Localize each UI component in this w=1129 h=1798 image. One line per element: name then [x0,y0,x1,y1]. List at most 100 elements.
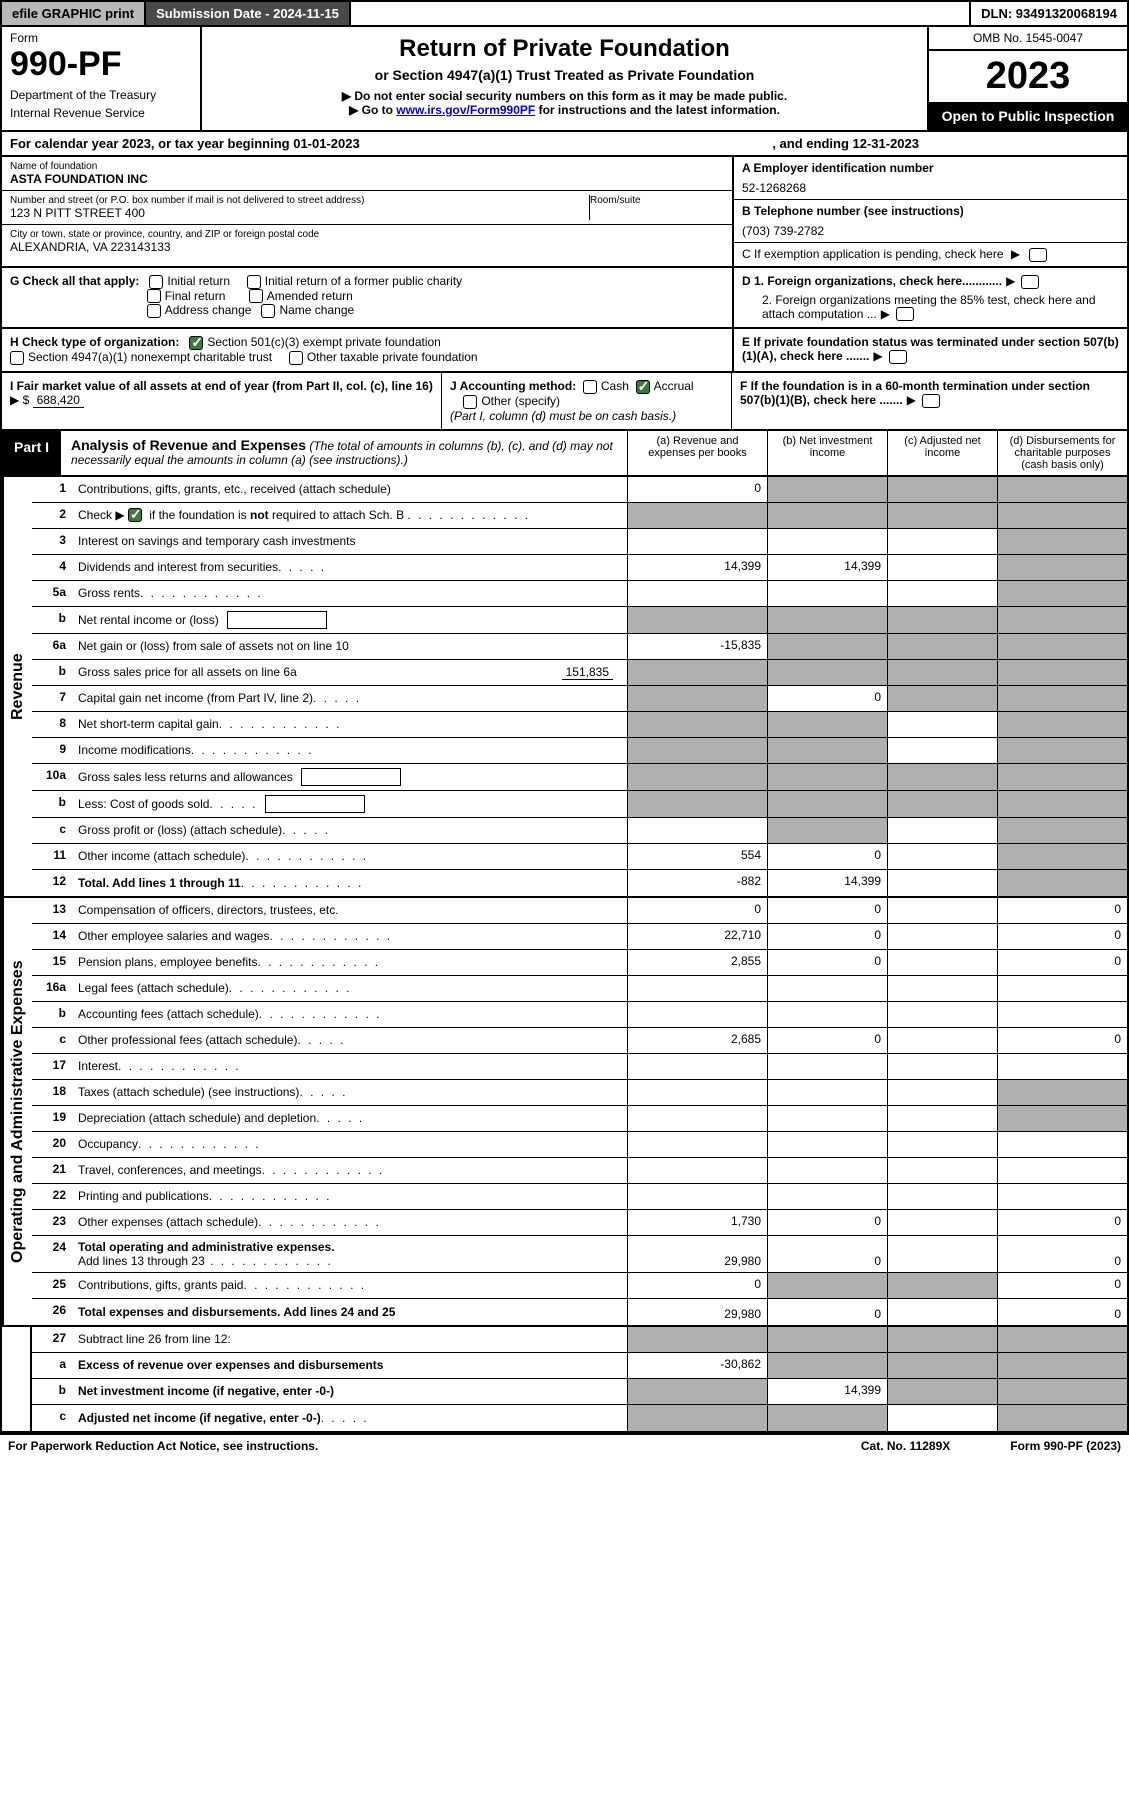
j-note: (Part I, column (d) must be on cash basi… [450,409,676,423]
phone-value: (703) 739-2782 [742,224,1119,238]
addr-label: Number and street (or P.O. box number if… [10,195,589,206]
row-21-desc: Travel, conferences, and meetings [72,1158,627,1183]
col-b-header: (b) Net investment income [767,431,887,475]
footer-left: For Paperwork Reduction Act Notice, see … [8,1439,318,1453]
form-title: Return of Private Foundation [210,35,919,63]
g-d-row: G Check all that apply: Initial return I… [0,268,1129,330]
row-27c-desc: Adjusted net income (if negative, enter … [72,1405,627,1431]
cash-cb[interactable] [583,380,597,394]
foundation-info: Name of foundation ASTA FOUNDATION INC N… [0,157,1129,268]
row-16b-desc: Accounting fees (attach schedule) [72,1002,627,1027]
row-22-desc: Printing and publications [72,1184,627,1209]
row-4-desc: Dividends and interest from securities [72,555,627,580]
row-8-desc: Net short-term capital gain [72,712,627,737]
footer-form: Form 990-PF (2023) [1010,1439,1121,1453]
omb-number: OMB No. 1545-0047 [929,27,1127,51]
row-10a-desc: Gross sales less returns and allowances [72,764,627,790]
arrow-icon: ▶ [1011,247,1020,261]
g-label: G Check all that apply: [10,274,139,288]
row-27b-desc: Net investment income (if negative, ente… [72,1379,627,1404]
dln: DLN: 93491320068194 [969,2,1127,25]
revenue-side-label: Revenue [2,477,32,896]
room-label: Room/suite [590,195,724,206]
amended-return-cb[interactable] [249,289,263,303]
col-d-header: (d) Disbursements for charitable purpose… [997,431,1127,475]
addr-change-cb[interactable] [147,304,161,318]
row-5a-desc: Gross rents [72,581,627,606]
other-cb[interactable] [463,395,477,409]
row-5b-desc: Net rental income or (loss) [72,607,627,633]
expenses-side-label: Operating and Administrative Expenses [2,898,32,1325]
d2-checkbox[interactable] [896,307,914,321]
instruction-2: ▶ Go to www.irs.gov/Form990PF for instru… [210,103,919,117]
phone-label: B Telephone number (see instructions) [742,204,1119,218]
form-header: Form 990-PF Department of the Treasury I… [0,27,1129,132]
row-20-desc: Occupancy [72,1132,627,1157]
s501-cb[interactable] [189,336,203,350]
foundation-city: ALEXANDRIA, VA 223143133 [10,240,724,254]
open-public-label: Open to Public Inspection [929,102,1127,130]
calendar-end: , and ending 12-31-2023 [772,136,919,151]
e-label: E If private foundation status was termi… [742,335,1119,363]
row-6b-desc: Gross sales price for all assets on line… [72,660,627,685]
row-24-desc: Total operating and administrative expen… [72,1236,627,1272]
row-25-desc: Contributions, gifts, grants paid [72,1273,627,1298]
s4947-cb[interactable] [10,351,24,365]
d2-label: 2. Foreign organizations meeting the 85%… [762,293,1096,321]
c-checkbox[interactable] [1029,248,1047,262]
row-16a-desc: Legal fees (attach schedule) [72,976,627,1001]
calendar-begin: For calendar year 2023, or tax year begi… [10,136,360,151]
col-a-header: (a) Revenue and expenses per books [627,431,767,475]
irs-label: Internal Revenue Service [10,106,192,120]
i-label: I Fair market value of all assets at end… [10,379,433,393]
accrual-cb[interactable] [636,380,650,394]
col-c-header: (c) Adjusted net income [887,431,997,475]
sch-b-cb[interactable] [128,508,142,522]
footer-cat: Cat. No. 11289X [861,1439,950,1453]
row-27-desc: Subtract line 26 from line 12: [72,1327,627,1352]
e-checkbox[interactable] [889,350,907,364]
ein-value: 52-1268268 [742,181,1119,195]
top-bar: efile GRAPHIC print Submission Date - 20… [0,0,1129,27]
final-return-cb[interactable] [147,289,161,303]
other-tax-cb[interactable] [289,351,303,365]
part1-title: Analysis of Revenue and Expenses [71,437,306,453]
line-27-section: 27Subtract line 26 from line 12: aExcess… [0,1327,1129,1433]
city-label: City or town, state or province, country… [10,229,724,240]
ijf-row: I Fair market value of all assets at end… [0,373,1129,431]
revenue-section: Revenue 1Contributions, gifts, grants, e… [0,477,1129,898]
initial-return-cb[interactable] [149,275,163,289]
row-19-desc: Depreciation (attach schedule) and deple… [72,1106,627,1131]
row-3-desc: Interest on savings and temporary cash i… [72,529,627,554]
row-18-desc: Taxes (attach schedule) (see instruction… [72,1080,627,1105]
d1-label: D 1. Foreign organizations, check here..… [742,274,1002,288]
f-checkbox[interactable] [922,394,940,408]
name-change-cb[interactable] [261,304,275,318]
row-27a-desc: Excess of revenue over expenses and disb… [72,1353,627,1378]
foundation-addr: 123 N PITT STREET 400 [10,206,589,220]
form-subtitle: or Section 4947(a)(1) Trust Treated as P… [210,67,919,83]
ein-label: A Employer identification number [742,161,1119,175]
row-14-desc: Other employee salaries and wages [72,924,627,949]
submission-date: Submission Date - 2024-11-15 [146,2,351,25]
calendar-year-row: For calendar year 2023, or tax year begi… [0,132,1129,157]
foundation-name: ASTA FOUNDATION INC [10,172,724,186]
efile-label[interactable]: efile GRAPHIC print [2,2,146,25]
page-footer: For Paperwork Reduction Act Notice, see … [0,1433,1129,1457]
row-13-desc: Compensation of officers, directors, tru… [72,898,627,923]
row-6a-desc: Net gain or (loss) from sale of assets n… [72,634,627,659]
name-label: Name of foundation [10,161,724,172]
row-23-desc: Other expenses (attach schedule) [72,1210,627,1235]
h-label: H Check type of organization: [10,335,179,349]
row-26-desc: Total expenses and disbursements. Add li… [72,1299,627,1325]
row-2-desc: Check ▶ if the foundation is not require… [72,503,627,528]
expenses-section: Operating and Administrative Expenses 13… [0,898,1129,1327]
row-15-desc: Pension plans, employee benefits [72,950,627,975]
initial-former-cb[interactable] [247,275,261,289]
form-link[interactable]: www.irs.gov/Form990PF [396,103,535,117]
row-11-desc: Other income (attach schedule) [72,844,627,869]
instruction-1: ▶ Do not enter social security numbers o… [210,89,919,103]
row-9-desc: Income modifications [72,738,627,763]
d1-checkbox[interactable] [1021,275,1039,289]
h-e-row: H Check type of organization: Section 50… [0,329,1129,373]
